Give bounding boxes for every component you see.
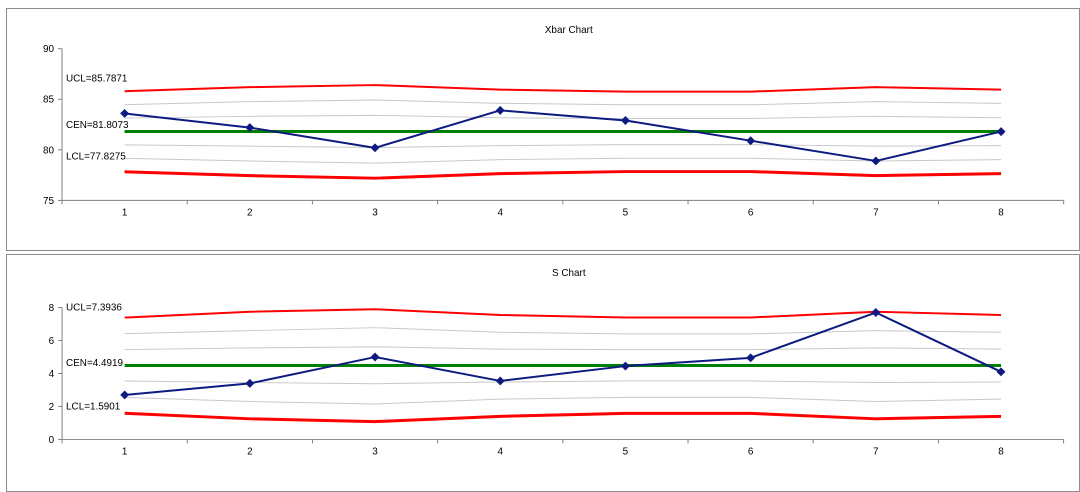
x-tick-label: 4: [497, 446, 503, 457]
data-line: [124, 109, 1002, 162]
x-tick-label: 2: [247, 207, 253, 218]
data-point-marker: [996, 127, 1006, 137]
data-point-marker: [620, 116, 630, 125]
s-chart-panel: S Chart 0 2 4 6 8 1 2 3 4 5 6 7 8 UCL=7.3936 CEN=4.4919…: [6, 254, 1080, 492]
y-tick-label: 0: [49, 435, 55, 446]
y-tick-label: 75: [43, 196, 55, 207]
y-tick-label: 85: [43, 95, 55, 106]
data-point-marker: [245, 378, 255, 388]
data-point-marker: [746, 353, 756, 363]
data-point-marker: [620, 361, 630, 371]
x-tick-label: 8: [998, 446, 1004, 457]
x-tick-label: 3: [372, 446, 378, 457]
zone-line: [124, 346, 1002, 351]
lcl-label: LCL=1.5901: [66, 402, 121, 413]
y-tick-label: 80: [43, 145, 55, 156]
xbar-chart: Xbar Chart 75 80 85 90 1 2 3 4 5 6 7 8 UCL=85.7871 CEN…: [43, 25, 1065, 218]
data-point-marker: [746, 136, 756, 146]
ucl-label: UCL=85.7871: [66, 73, 128, 84]
x-tick-label: 4: [497, 207, 503, 218]
chart-title: S Chart: [552, 268, 586, 279]
x-tick-label: 5: [623, 446, 629, 457]
zone-line: [124, 144, 1002, 149]
zone-line: [124, 99, 1002, 106]
zone-line: [124, 396, 1002, 405]
zone-line: [124, 380, 1002, 385]
cen-label: CEN=81.8073: [66, 120, 129, 131]
x-tick-label: 7: [873, 446, 879, 457]
xbar-chart-panel: Xbar Chart 75 80 85 90 1 2 3 4 5 6 7 8 UCL=85.7871 CEN…: [6, 8, 1080, 251]
lcl-line: [124, 411, 1002, 424]
zone-line: [124, 327, 1002, 335]
chart-title: Xbar Chart: [545, 25, 593, 36]
lcl-label: LCL=77.8275: [66, 152, 126, 163]
x-tick-label: 2: [247, 446, 253, 457]
x-tick-label: 6: [748, 207, 754, 218]
x-tick-label: 8: [998, 207, 1004, 218]
data-point-marker: [495, 376, 505, 386]
x-tick-label: 1: [122, 207, 128, 218]
zone-line: [124, 157, 1002, 164]
x-tick-label: 6: [748, 446, 754, 457]
y-tick-label: 90: [43, 44, 55, 55]
data-point-marker: [495, 105, 505, 115]
data-line: [124, 311, 1002, 396]
y-tick-label: 4: [49, 369, 55, 380]
x-tick-label: 5: [623, 207, 629, 218]
data-point-marker: [120, 108, 130, 118]
y-tick-label: 6: [49, 336, 55, 347]
data-point-marker: [871, 308, 881, 317]
ucl-line: [124, 308, 1002, 319]
zone-line: [124, 114, 1002, 119]
x-tick-label: 3: [372, 207, 378, 218]
data-point-marker: [370, 143, 380, 153]
x-tick-label: 1: [122, 446, 128, 457]
s-chart: S Chart 0 2 4 6 8 1 2 3 4 5 6 7 8 UCL=7.3936 CEN=4.4919…: [49, 268, 1065, 457]
data-point-marker: [871, 156, 881, 166]
data-point-marker: [370, 352, 380, 362]
lcl-line: [124, 170, 1002, 180]
y-tick-label: 8: [49, 303, 55, 314]
data-point-marker: [996, 367, 1006, 377]
ucl-line: [124, 84, 1002, 93]
data-point-marker: [120, 390, 130, 400]
x-tick-label: 7: [873, 207, 879, 218]
cen-label: CEN=4.4919: [66, 358, 123, 369]
ucl-label: UCL=7.3936: [66, 303, 122, 314]
data-point-marker: [245, 123, 255, 133]
y-tick-label: 2: [49, 402, 55, 413]
